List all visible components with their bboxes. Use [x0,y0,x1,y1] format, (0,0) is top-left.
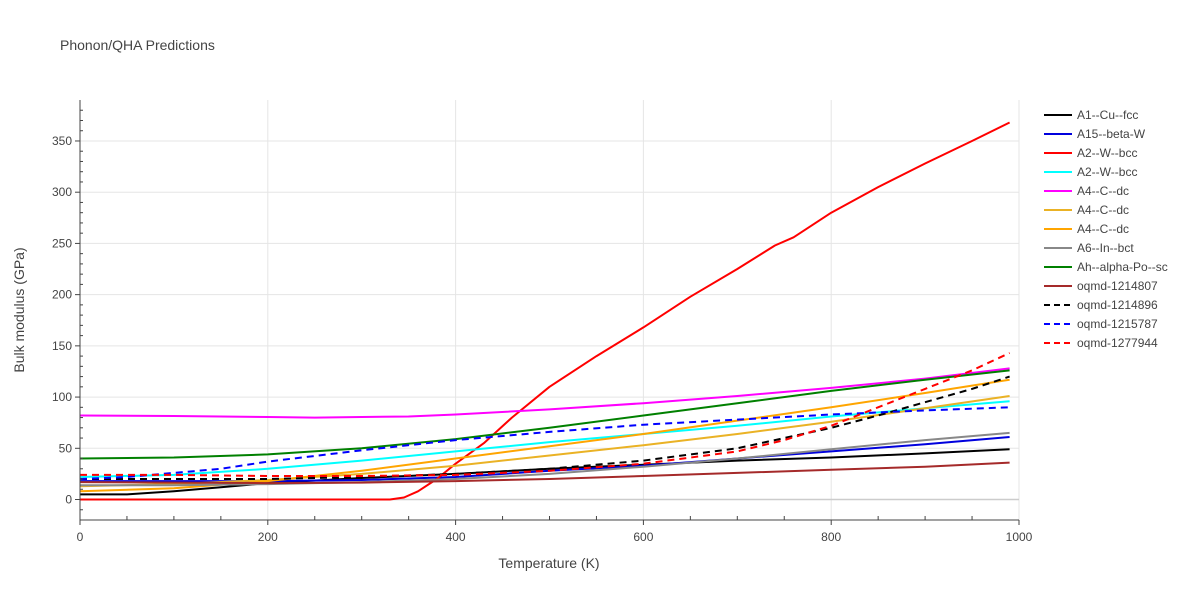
legend-item[interactable]: A1--Cu--fcc [1044,108,1138,122]
y-tick-label: 200 [52,288,72,302]
y-tick-label: 300 [52,185,72,199]
series-lines [79,121,1011,501]
legend-item[interactable]: A6--In--bct [1044,241,1134,255]
legend-item[interactable]: oqmd-1214896 [1044,298,1158,312]
legend-item[interactable]: A15--beta-W [1044,127,1146,141]
x-axis-label: Temperature (K) [498,555,599,571]
x-tick-label: 200 [258,530,278,544]
legend-item[interactable]: Ah--alpha-Po--sc [1044,260,1168,274]
legend-item[interactable]: A4--C--dc [1044,184,1129,198]
y-tick-label: 50 [59,441,73,455]
x-tick-label: 1000 [1006,530,1033,544]
series-line-7 [80,431,1010,487]
legend[interactable]: A1--Cu--fcc A15--beta-W A2--W--bcc A2--W--b… [1044,108,1168,350]
y-tick-label: 0 [65,493,72,507]
legend-item[interactable]: A2--W--bcc [1044,165,1137,179]
legend-label: Ah--alpha-Po--sc [1077,260,1168,274]
legend-label: oqmd-1277944 [1077,336,1158,350]
series-line-8 [79,369,1010,460]
y-tick-label: 350 [52,134,72,148]
legend-label: A2--W--bcc [1077,146,1137,160]
legend-label: oqmd-1215787 [1077,317,1158,331]
legend-item[interactable]: oqmd-1214807 [1044,279,1158,293]
y-tick-label: 100 [52,390,72,404]
series-line-9 [79,461,1010,485]
x-tick-label: 800 [821,530,841,544]
legend-label: oqmd-1214807 [1077,279,1158,293]
grid-lines [80,100,1020,520]
legend-item[interactable]: A2--W--bcc [1044,146,1137,160]
legend-label: A4--C--dc [1077,203,1129,217]
series-line-4 [79,367,1010,419]
series-line-10 [80,375,1010,480]
x-tick-label: 400 [446,530,466,544]
series-line-5 [79,395,1010,488]
legend-label: A15--beta-W [1077,127,1146,141]
legend-item[interactable]: oqmd-1277944 [1044,336,1158,350]
chart-title: Phonon/QHA Predictions [60,37,215,53]
series-line-11 [79,406,1010,480]
legend-item[interactable]: A4--C--dc [1044,203,1129,217]
axes: 0 200 400 600 800 1000 0 50 100 150 200 250 300 350 [52,100,1033,544]
y-tick-label: 150 [52,339,72,353]
x-tick-label: 0 [77,530,84,544]
x-tick-label: 600 [633,530,653,544]
legend-label: A2--W--bcc [1077,165,1137,179]
legend-item[interactable]: oqmd-1215787 [1044,317,1158,331]
legend-label: A4--C--dc [1077,222,1129,236]
y-axis-label: Bulk modulus (GPa) [11,247,27,372]
legend-item[interactable]: A4--C--dc [1044,222,1129,236]
y-tick-label: 250 [52,236,72,250]
legend-label: A1--Cu--fcc [1077,108,1138,122]
legend-label: oqmd-1214896 [1077,298,1158,312]
series-line-12 [80,352,1011,477]
legend-label: A4--C--dc [1077,184,1129,198]
series-line-2 [80,121,1011,501]
legend-label: A6--In--bct [1077,241,1134,255]
